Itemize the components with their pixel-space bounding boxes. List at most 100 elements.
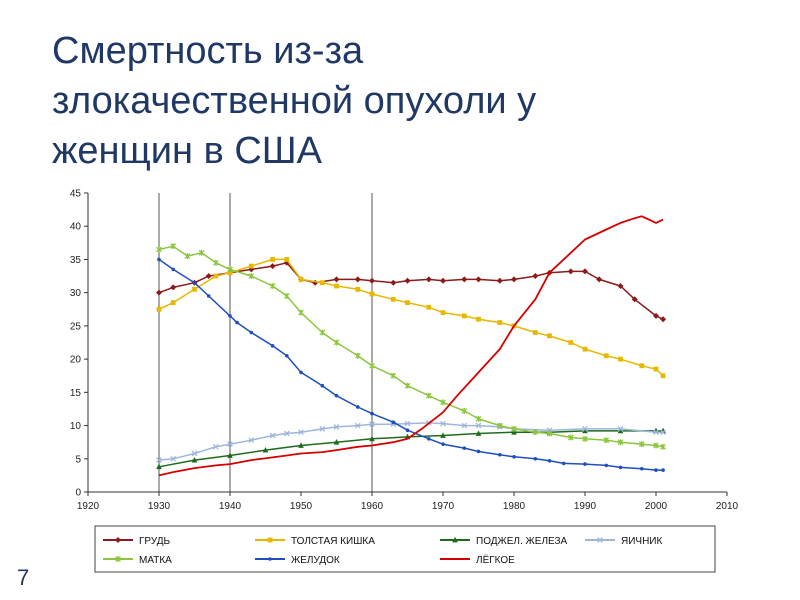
- series-3-point: [369, 435, 375, 442]
- series-3-point: [227, 452, 233, 458]
- page-number: 7: [17, 565, 30, 590]
- series-5-point: [212, 259, 219, 266]
- x-tick-label: 1990: [574, 501, 597, 512]
- series-3-point: [475, 430, 482, 436]
- y-tick-label: 0: [75, 488, 81, 499]
- series-5-point: [546, 430, 553, 437]
- series-4-point: [191, 450, 198, 457]
- series-2-point: [390, 296, 396, 302]
- series-5-point: [227, 266, 233, 273]
- legend-item: ЛЁГКОЕ: [440, 554, 515, 566]
- mortality-line-chart: 0 5 10 15 20 25 30 35 40 45 1920 1930 1940 1950 1960 19…: [70, 189, 739, 573]
- series-2-point: [213, 273, 219, 279]
- legend-label: МАТКА: [139, 555, 172, 566]
- series-2-point: [639, 363, 645, 369]
- x-tick-label: 1970: [432, 501, 455, 512]
- legend-swatch-marker: [597, 537, 603, 543]
- series-5-point: [567, 434, 574, 441]
- series-3-point: [333, 438, 340, 445]
- series-6-point: [171, 267, 175, 272]
- series-5-point: [461, 408, 468, 414]
- y-tick-label: 40: [70, 222, 82, 233]
- series-2-point: [603, 353, 609, 359]
- series-4: [156, 420, 666, 463]
- series-6-point: [157, 257, 161, 262]
- series-5-point: [170, 243, 177, 250]
- series-1-point: [404, 277, 411, 284]
- series-3-point: [582, 427, 588, 434]
- legend-label: ТОЛСТАЯ КИШКА: [291, 536, 375, 547]
- series-3-point: [262, 446, 269, 453]
- series-6-point: [370, 411, 374, 416]
- series-1: [156, 259, 667, 323]
- series-2-point: [369, 291, 375, 297]
- series-2-point: [355, 286, 361, 292]
- series-2-point: [284, 257, 290, 262]
- y-tick-label: 35: [70, 255, 82, 266]
- series-6-point: [618, 465, 623, 470]
- series-5-point: [248, 273, 255, 279]
- series-5-point: [198, 249, 205, 256]
- series-5-point: [333, 339, 340, 346]
- series-6-point: [334, 393, 339, 398]
- series-5-point: [369, 362, 375, 369]
- series-5-point: [319, 329, 326, 336]
- chart-legend: ГРУДЬ ТОЛСТАЯ КИШКА ПОДЖЕЛ. ЖЕЛЕЗА ЯИЧНИК МА…: [94, 525, 716, 573]
- series-1-point: [269, 263, 276, 270]
- chart-series: [156, 215, 667, 477]
- y-tick-label: 20: [70, 355, 82, 366]
- series-6-point: [427, 437, 431, 441]
- series-1-point: [660, 316, 667, 323]
- series-1-point: [496, 277, 503, 284]
- series-2-point: [660, 373, 666, 379]
- series-4-point: [298, 429, 304, 436]
- series-4-point: [212, 443, 219, 450]
- x-tick-label: 1930: [148, 501, 171, 512]
- series-1-point: [369, 277, 375, 284]
- series-4-point: [156, 457, 162, 463]
- series-6: [157, 257, 665, 472]
- series-1-point: [532, 273, 539, 280]
- series-2-point: [192, 286, 197, 292]
- y-tick-label: 30: [70, 288, 82, 299]
- series-4-point: [404, 420, 411, 427]
- series-2-point: [461, 313, 467, 319]
- series-5-point: [496, 422, 503, 429]
- series-6-point: [561, 461, 566, 466]
- series-6-point: [270, 344, 275, 348]
- legend-item: ЖЕЛУДОК: [255, 555, 340, 566]
- series-2-point: [497, 320, 503, 325]
- series-6-point: [356, 405, 360, 409]
- series-2-point: [547, 333, 552, 339]
- legend-item: ГРУДЬ: [103, 536, 171, 547]
- legend-label: ЯИЧНИК: [621, 536, 662, 547]
- series-6-point: [228, 314, 232, 318]
- series-6-point: [654, 468, 658, 472]
- series-1-point: [631, 296, 638, 303]
- series-2-point: [227, 270, 233, 276]
- series-3-point: [191, 456, 198, 463]
- series-1-point: [390, 279, 397, 286]
- series-6-point: [192, 280, 197, 285]
- series-5-point: [404, 382, 411, 389]
- series-1-point: [156, 289, 162, 296]
- chart-axes: 0 5 10 15 20 25 30 35 40 45 1920 1930 1940 1950 1960 19…: [70, 189, 739, 513]
- legend-label: ЖЕЛУДОК: [291, 555, 340, 566]
- series-2-point: [270, 257, 275, 262]
- series-1-point: [205, 273, 212, 280]
- series-3-line: [158, 430, 664, 468]
- series-5-point: [269, 283, 276, 289]
- series-5-point: [440, 399, 446, 406]
- series-4-point: [440, 420, 446, 427]
- series-3-point: [298, 442, 304, 448]
- series-4-point: [269, 432, 276, 439]
- series-6-point: [583, 462, 587, 466]
- series-3-point: [617, 427, 624, 434]
- series-1-point: [617, 283, 624, 290]
- series-4-point: [475, 422, 482, 429]
- series-1-point: [596, 276, 603, 283]
- series-6-point: [249, 330, 254, 335]
- series-7: [158, 215, 664, 477]
- series-1-point: [248, 266, 255, 273]
- series-5-point: [617, 439, 624, 446]
